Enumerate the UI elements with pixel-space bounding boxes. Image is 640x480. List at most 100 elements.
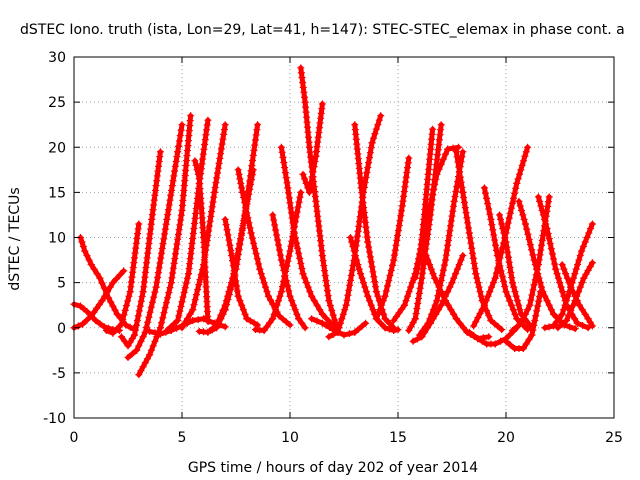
series-31-point xyxy=(455,163,463,171)
series-39-markers xyxy=(534,193,592,332)
series-26-point xyxy=(419,264,427,272)
series-22-point xyxy=(348,238,356,246)
series-36-point xyxy=(525,335,533,343)
series-40-point xyxy=(561,301,569,309)
series-41-point xyxy=(588,259,596,267)
series-33-point xyxy=(505,214,513,222)
series-34-point xyxy=(485,205,493,213)
series-28-point xyxy=(418,327,426,335)
series-14-point xyxy=(251,244,259,252)
series-31-point xyxy=(460,193,468,201)
series-40-point xyxy=(572,265,580,273)
series-41-point xyxy=(569,302,577,310)
series-6-point xyxy=(159,314,167,322)
series-6-point xyxy=(137,367,145,375)
series-31-point xyxy=(468,244,476,252)
series-6-point xyxy=(175,226,183,234)
series-3-point xyxy=(125,292,133,300)
series-5-point xyxy=(151,288,159,296)
series-37-point xyxy=(527,296,535,304)
series-3-point xyxy=(132,239,140,247)
series-38-point xyxy=(520,215,528,223)
series-13-point xyxy=(234,292,242,300)
series-9-point xyxy=(196,276,204,284)
series-15-point xyxy=(270,310,278,318)
series-6-point xyxy=(139,363,147,371)
series-24-point xyxy=(400,188,408,196)
series-34-point xyxy=(500,277,508,285)
series-0-point xyxy=(100,323,108,331)
series-33-point xyxy=(521,152,529,160)
series-14-point xyxy=(240,193,248,201)
series-18-point xyxy=(297,64,305,72)
series-34-point xyxy=(483,194,491,202)
series-8-point xyxy=(201,136,209,144)
data-series xyxy=(70,64,596,379)
series-8-point xyxy=(181,284,189,292)
series-39-point xyxy=(550,255,558,263)
series-5-point xyxy=(171,162,179,170)
series-9-point xyxy=(186,310,194,318)
series-21-point xyxy=(364,164,372,172)
series-42-point xyxy=(581,310,589,318)
series-17-point xyxy=(306,288,314,296)
series-6-point xyxy=(172,250,180,258)
series-1-point xyxy=(95,301,103,309)
series-24-point xyxy=(400,192,408,200)
series-25-point xyxy=(444,145,452,153)
series-28-point xyxy=(429,306,437,314)
series-23-point xyxy=(371,278,379,286)
series-16-point xyxy=(289,301,297,309)
series-3-markers xyxy=(102,220,143,337)
series-24-point xyxy=(384,282,392,290)
series-17-point xyxy=(279,153,287,161)
series-7-point xyxy=(189,317,197,325)
series-8-point xyxy=(180,288,188,296)
series-9-point xyxy=(206,217,214,225)
series-4-point xyxy=(155,157,163,165)
series-1-point xyxy=(93,304,101,312)
series-22-point xyxy=(394,326,402,334)
series-22-point xyxy=(365,297,373,305)
series-1-point xyxy=(87,312,95,320)
series-29-point xyxy=(415,261,423,269)
series-5-point xyxy=(150,293,158,301)
series-5-point xyxy=(155,264,163,272)
series-5-point xyxy=(167,191,175,199)
series-3-point xyxy=(127,283,135,291)
series-38-point xyxy=(524,230,532,238)
series-34-point xyxy=(486,210,494,218)
series-16-point xyxy=(298,319,306,327)
series-34-point xyxy=(489,226,497,234)
series-15-point xyxy=(274,297,282,305)
series-37-point xyxy=(537,241,545,249)
x-tick-label-5: 25 xyxy=(605,430,623,446)
series-12-point xyxy=(238,224,246,232)
series-34-point xyxy=(513,315,521,323)
series-39-point xyxy=(538,206,546,214)
series-14-point xyxy=(253,255,261,263)
series-16-point xyxy=(279,261,287,269)
series-23-point xyxy=(367,258,375,266)
series-40-point xyxy=(552,318,560,326)
series-5-point xyxy=(166,196,174,204)
series-21-point xyxy=(335,324,343,332)
series-13-point xyxy=(232,277,240,285)
series-28-point xyxy=(452,187,460,195)
series-40-point xyxy=(562,297,570,305)
series-12-point xyxy=(213,321,221,329)
series-6-point xyxy=(173,240,181,248)
series-13-point xyxy=(243,315,251,323)
series-14-point xyxy=(238,188,246,196)
series-17-point xyxy=(286,199,294,207)
series-37-point xyxy=(529,286,537,294)
series-39-point xyxy=(573,319,581,327)
series-27-point xyxy=(453,265,461,273)
series-42-point xyxy=(588,322,596,330)
series-18-point xyxy=(324,292,332,300)
series-39-point xyxy=(554,274,562,282)
series-21-point xyxy=(342,301,350,309)
series-23-point xyxy=(364,238,372,246)
x-tick-label-2: 10 xyxy=(281,430,299,446)
series-18-point xyxy=(323,282,331,290)
